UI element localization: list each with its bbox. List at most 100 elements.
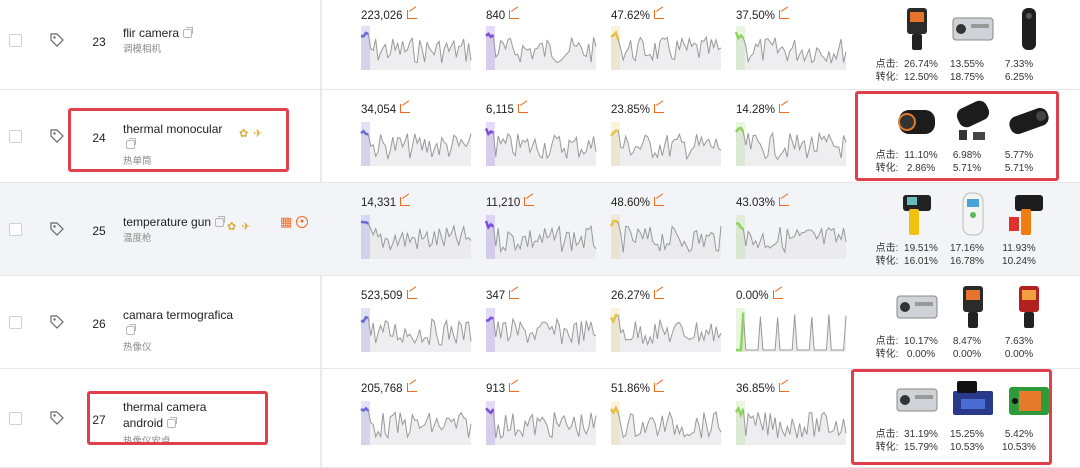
tag-icon[interactable] [50, 128, 64, 143]
trend-sparkline[interactable] [734, 26, 847, 70]
trend-chart-icon[interactable] [400, 104, 411, 113]
trend-sparkline[interactable] [736, 308, 847, 352]
metric-value: 26.27% [611, 290, 665, 302]
metric-number: 26.27% [611, 290, 651, 302]
copy-icon[interactable] [167, 416, 178, 428]
trend-sparkline[interactable] [609, 401, 722, 445]
trend-sparkline[interactable] [484, 215, 597, 259]
copy-icon[interactable] [215, 215, 226, 227]
trend-chart-icon[interactable] [406, 290, 417, 299]
handheld-thermal-camera-image[interactable] [951, 284, 995, 333]
trend-chart-icon[interactable] [406, 10, 417, 19]
table-row: 23 flir camera 调模相机 223,026 840 47.62% 37.50% 点… [0, 0, 1080, 90]
trend-sparkline[interactable] [485, 308, 597, 352]
trend-sparkline[interactable] [485, 26, 597, 70]
thermal-monocular-long-image[interactable] [1007, 98, 1051, 147]
copy-icon[interactable] [183, 27, 194, 38]
sparkline-recent-segment [736, 312, 745, 352]
trend-sparkline[interactable] [485, 401, 597, 445]
keyword-text[interactable]: camara termografica [123, 307, 233, 335]
copy-icon[interactable] [126, 323, 136, 335]
thermal-monocular-black-image[interactable] [895, 98, 939, 147]
keyword-text[interactable]: thermal camera android [123, 399, 206, 431]
trend-chart-icon[interactable] [779, 383, 790, 392]
trend-sparkline[interactable] [360, 308, 472, 352]
click-rate-value: 5.77% [1004, 150, 1034, 161]
sparkline-highlight-band [611, 26, 620, 70]
keyword-text[interactable]: temperature gun [123, 214, 226, 230]
green-thermal-attachment-image[interactable] [1007, 377, 1051, 426]
trend-sparkline[interactable] [360, 122, 472, 166]
forehead-thermometer-image[interactable] [951, 191, 995, 240]
trend-chart-icon[interactable] [779, 104, 790, 113]
sparkline-area [611, 130, 721, 166]
trend-chart-icon[interactable] [509, 383, 520, 392]
row-checkbox[interactable] [9, 411, 22, 425]
row-checkbox[interactable] [9, 222, 22, 236]
trend-chart-icon[interactable] [772, 290, 783, 299]
sparkline-area [486, 33, 596, 70]
highlight-box [87, 391, 268, 445]
sparkline-highlight-band [361, 122, 370, 166]
thermal-monocular-kit-image[interactable] [951, 98, 995, 147]
trend-sparkline[interactable] [360, 215, 472, 259]
trend-sparkline[interactable] [736, 215, 847, 259]
sparkline-line [610, 130, 722, 161]
metric-value: 51.86% [611, 383, 665, 395]
trend-chart-icon[interactable] [406, 383, 417, 392]
infrared-thermometer-yellow-image[interactable] [895, 191, 939, 240]
trend-chart-icon[interactable] [654, 104, 665, 113]
tag-icon[interactable] [50, 33, 64, 47]
sparkline-line [610, 406, 722, 439]
handheld-thermal-camera-red-image[interactable] [1007, 284, 1051, 333]
trend-sparkline[interactable] [734, 401, 847, 445]
convert-rate-line: 转化: 0.00% 0.00% 0.00% [873, 345, 1045, 360]
trend-sparkline[interactable] [610, 26, 722, 70]
keyword-translation: 调模相机 [123, 44, 162, 55]
row-checkbox[interactable] [9, 129, 22, 143]
trend-chart-icon[interactable] [509, 10, 520, 19]
trend-chart-icon[interactable] [524, 197, 535, 206]
trend-chart-icon[interactable] [509, 290, 520, 299]
tag-icon[interactable] [50, 221, 64, 236]
trend-chart-icon[interactable] [779, 10, 790, 19]
thermal-monocular-cylinder-image[interactable] [1007, 6, 1051, 55]
grid-icon[interactable]: ▦ [280, 213, 293, 229]
info-circle-icon[interactable]: ● [296, 215, 308, 228]
phone-thermal-attachment-image[interactable] [951, 6, 995, 55]
metric-value: 36.85% [736, 383, 790, 395]
trend-sparkline[interactable] [360, 401, 472, 445]
infrared-thermometer-orange-image[interactable] [1007, 191, 1051, 240]
phone-thermal-attachment-image[interactable] [895, 284, 939, 333]
keyword-text[interactable]: thermal monocular [123, 121, 222, 149]
trend-chart-icon[interactable] [654, 10, 665, 19]
trend-chart-icon[interactable] [654, 383, 665, 392]
click-rate-line: 点击: 10.17% 8.47% 7.63% [873, 332, 1045, 347]
copy-icon[interactable] [126, 137, 136, 149]
phone-thermal-attachment-image[interactable] [895, 377, 939, 426]
tag-icon[interactable] [50, 314, 64, 329]
sparkline-area [611, 32, 721, 70]
trend-chart-icon[interactable] [654, 290, 665, 299]
sparkline-area [486, 317, 596, 352]
usb-thermal-camera-kit-image[interactable] [951, 377, 995, 426]
keyword-text[interactable]: flir camera [123, 25, 194, 41]
trend-sparkline[interactable] [609, 308, 722, 352]
trend-sparkline[interactable] [735, 122, 847, 166]
trend-chart-icon[interactable] [654, 197, 665, 206]
row-checkbox[interactable] [9, 34, 22, 47]
tag-icon[interactable] [50, 410, 64, 425]
rank-number: 25 [92, 223, 106, 238]
trend-sparkline[interactable] [610, 122, 722, 166]
metric-value: 205,768 [361, 383, 417, 395]
trend-chart-icon[interactable] [400, 197, 411, 206]
trend-chart-icon[interactable] [517, 104, 528, 113]
trend-sparkline[interactable] [484, 122, 597, 166]
handheld-thermal-camera-image[interactable] [895, 6, 939, 55]
metric-value: 0.00% [736, 290, 783, 302]
row-checkbox[interactable] [9, 315, 22, 329]
trend-sparkline[interactable] [360, 26, 472, 70]
trend-sparkline[interactable] [609, 215, 722, 259]
trend-chart-icon[interactable] [779, 197, 790, 206]
convert-rate-value: 15.79% [904, 442, 938, 453]
